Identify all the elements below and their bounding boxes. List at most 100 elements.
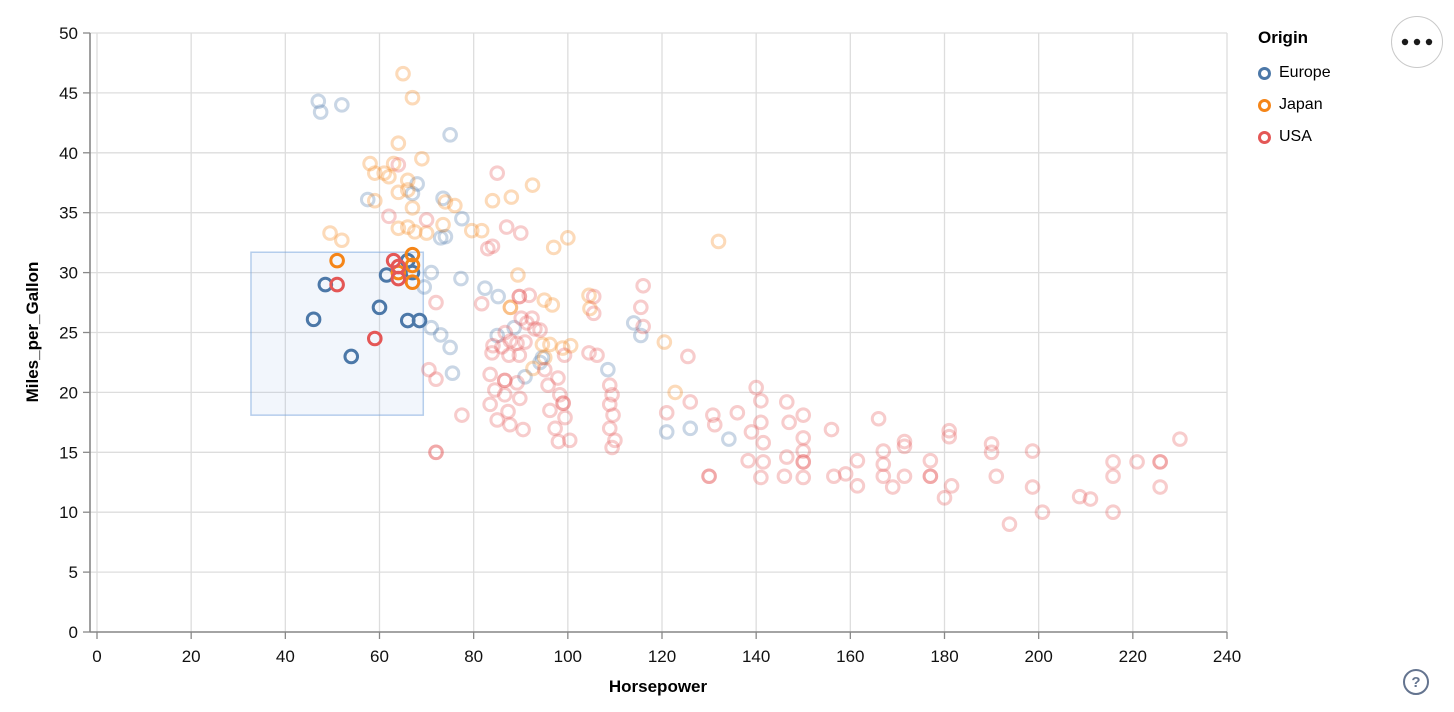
data-point-usa bbox=[607, 432, 623, 449]
data-point-usa bbox=[390, 156, 407, 173]
data-point-usa bbox=[496, 372, 513, 389]
data-point-usa bbox=[555, 395, 571, 411]
data-point-usa bbox=[1071, 488, 1088, 505]
data-point-usa bbox=[485, 337, 501, 354]
data-point-usa bbox=[473, 295, 490, 312]
data-point-europe bbox=[432, 230, 449, 246]
data-point-usa bbox=[484, 345, 500, 361]
data-point-japan bbox=[414, 150, 430, 167]
data-point-europe bbox=[490, 288, 506, 305]
data-point-usa bbox=[795, 469, 812, 486]
data-point-usa bbox=[896, 468, 913, 485]
data-point-japan bbox=[542, 336, 558, 353]
data-point-usa bbox=[494, 339, 510, 355]
data-point-usa bbox=[489, 412, 506, 428]
data-point-japan bbox=[322, 225, 338, 241]
y-tick-label: 15 bbox=[59, 443, 78, 462]
legend-label-japan: Japan bbox=[1279, 96, 1323, 113]
data-point-japan bbox=[562, 337, 579, 354]
data-point-usa bbox=[795, 430, 812, 446]
data-point-europe bbox=[442, 127, 458, 143]
x-tick-label: 100 bbox=[554, 647, 582, 666]
data-point-usa bbox=[635, 318, 651, 335]
x-tick-label: 40 bbox=[276, 647, 295, 666]
data-point-usa bbox=[519, 315, 535, 331]
data-point-usa bbox=[484, 238, 501, 255]
data-point-usa bbox=[1024, 479, 1041, 495]
data-point-usa bbox=[781, 414, 797, 431]
data-point-usa bbox=[511, 288, 528, 305]
data-point-usa bbox=[1001, 516, 1018, 532]
x-tick-label: 20 bbox=[182, 647, 201, 666]
data-point-usa bbox=[875, 443, 892, 459]
data-point-europe bbox=[658, 424, 675, 440]
usa-symbol-icon bbox=[1258, 130, 1271, 144]
data-point-japan bbox=[510, 267, 526, 283]
selected-data-point-japan bbox=[404, 257, 421, 274]
data-point-usa bbox=[482, 366, 498, 383]
y-tick-label: 40 bbox=[59, 144, 78, 163]
data-point-japan bbox=[418, 225, 435, 241]
data-point-usa bbox=[701, 468, 717, 485]
data-point-usa bbox=[512, 390, 528, 407]
data-point-usa bbox=[547, 420, 563, 437]
data-point-japan bbox=[545, 239, 562, 256]
data-point-usa bbox=[1024, 443, 1041, 459]
y-tick-label: 30 bbox=[59, 264, 78, 283]
data-point-japan bbox=[524, 177, 541, 193]
data-point-usa bbox=[515, 421, 531, 438]
x-tick-label: 0 bbox=[92, 647, 101, 666]
scatter-points bbox=[305, 65, 1188, 532]
data-point-japan bbox=[502, 299, 519, 316]
help-button[interactable]: ? bbox=[1403, 669, 1429, 695]
selected-data-point-usa bbox=[329, 276, 345, 293]
data-point-usa bbox=[511, 347, 528, 364]
selected-data-point-europe bbox=[371, 299, 388, 316]
data-point-europe bbox=[625, 315, 642, 331]
data-point-usa bbox=[778, 449, 795, 465]
data-point-usa bbox=[500, 403, 516, 420]
data-point-europe bbox=[359, 191, 376, 208]
data-point-usa bbox=[585, 305, 602, 322]
data-point-usa bbox=[753, 469, 769, 486]
data-point-usa bbox=[922, 468, 939, 485]
selected-data-point-europe bbox=[411, 312, 428, 329]
data-point-usa bbox=[454, 407, 470, 423]
options-menu-button[interactable] bbox=[1391, 16, 1443, 68]
data-point-europe bbox=[477, 280, 493, 296]
data-point-japan bbox=[560, 230, 576, 246]
data-point-japan bbox=[525, 360, 541, 377]
data-point-japan bbox=[366, 165, 383, 181]
data-point-usa bbox=[489, 165, 506, 181]
data-point-usa bbox=[1172, 431, 1188, 447]
data-point-usa bbox=[776, 468, 793, 485]
x-tick-label: 160 bbox=[836, 647, 864, 666]
data-point-usa bbox=[988, 468, 1005, 485]
x-tick-label: 60 bbox=[370, 647, 389, 666]
data-point-usa bbox=[743, 424, 760, 440]
y-tick-label: 0 bbox=[69, 623, 78, 642]
data-point-japan bbox=[536, 292, 553, 308]
data-point-usa bbox=[513, 310, 530, 326]
data-point-usa bbox=[585, 288, 602, 305]
legend-label-usa: USA bbox=[1279, 128, 1312, 145]
data-point-usa bbox=[875, 468, 892, 485]
brush-selection[interactable] bbox=[250, 251, 425, 416]
data-point-europe bbox=[721, 431, 737, 447]
data-point-usa bbox=[524, 310, 540, 326]
data-point-usa bbox=[936, 490, 953, 506]
y-axis-title: Miles_per_Gallon bbox=[23, 262, 42, 403]
data-point-europe bbox=[453, 270, 469, 287]
data-point-usa bbox=[682, 394, 699, 410]
data-point-usa bbox=[428, 294, 444, 311]
data-point-usa bbox=[502, 333, 519, 349]
data-point-europe bbox=[334, 97, 350, 113]
data-point-japan bbox=[473, 222, 490, 239]
data-point-japan bbox=[581, 287, 597, 304]
data-point-usa bbox=[753, 392, 769, 409]
data-point-usa bbox=[1129, 454, 1145, 470]
data-point-europe bbox=[444, 365, 461, 382]
data-point-usa bbox=[601, 396, 618, 413]
data-point-usa bbox=[1105, 454, 1121, 470]
